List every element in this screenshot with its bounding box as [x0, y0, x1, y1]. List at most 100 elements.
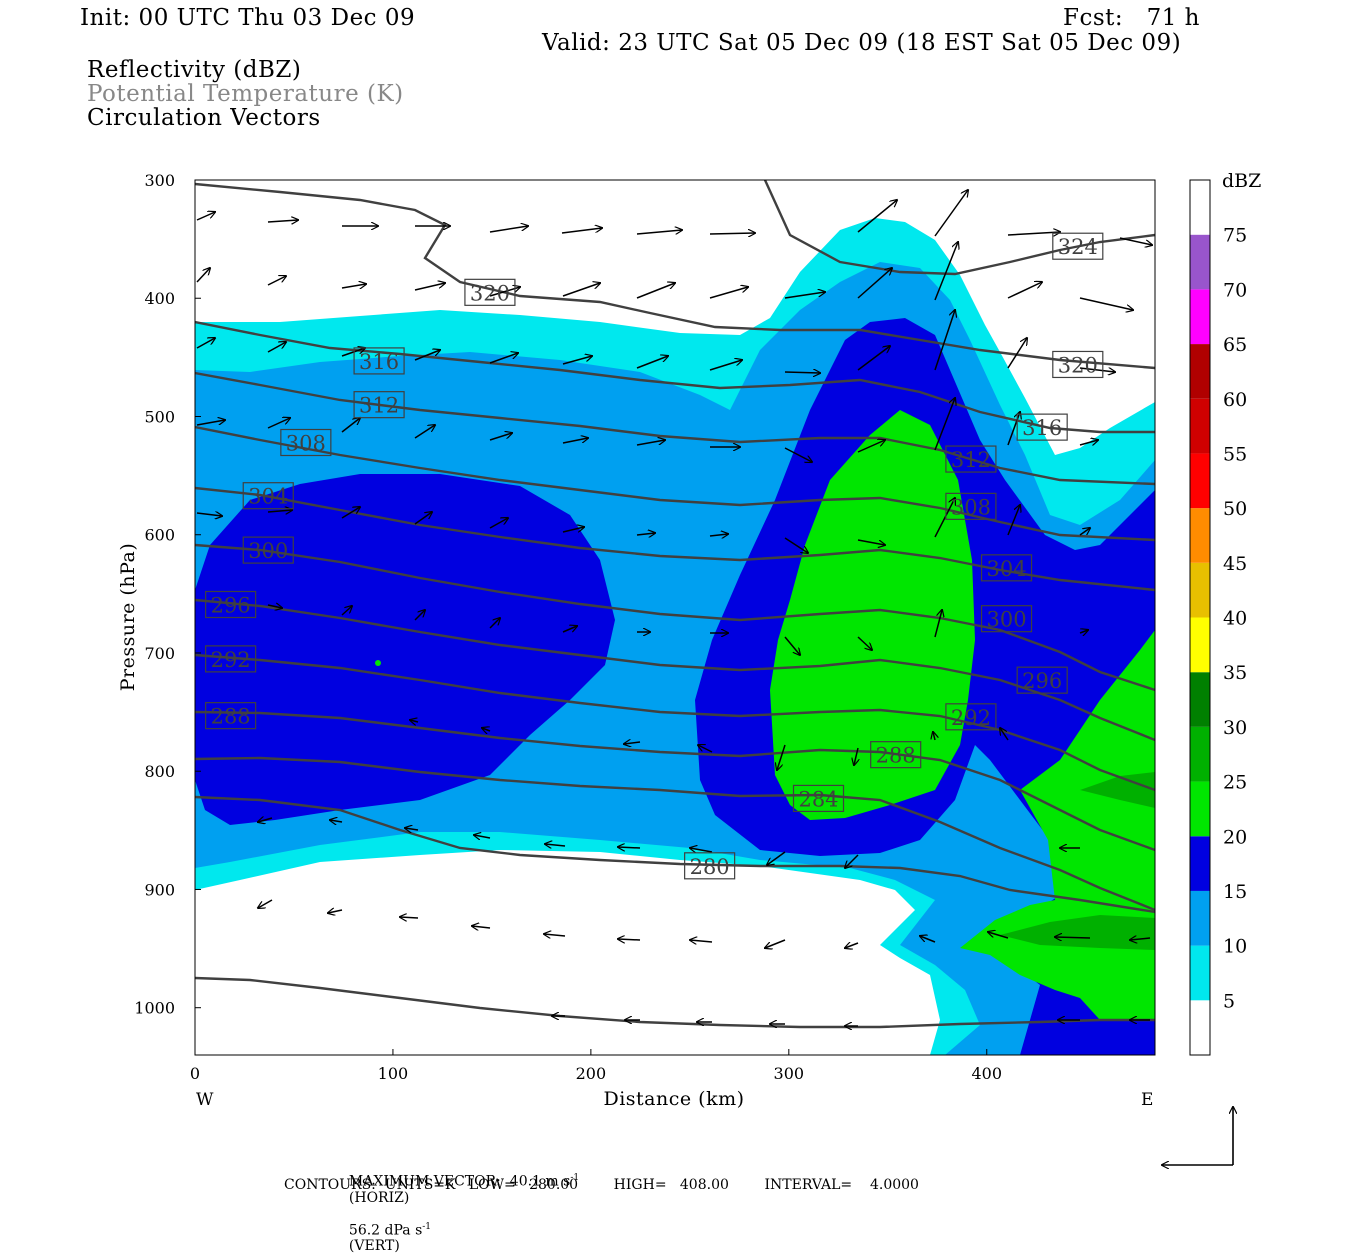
- vector-arrow: [414, 350, 440, 361]
- vector-arrow: [1007, 338, 1027, 369]
- theta-label-320: 320: [1052, 350, 1104, 379]
- vector-arrow: [341, 284, 366, 288]
- y-tick-label: 300: [144, 171, 175, 190]
- max-vector-unit-exp: -1: [570, 1173, 580, 1183]
- theta-label-308: 308: [280, 428, 332, 457]
- y-tick-label: 500: [144, 407, 175, 426]
- colorbar-unit: dBZ: [1222, 170, 1261, 192]
- vector-arrow: [489, 518, 508, 529]
- x-tick-label: 300: [774, 1064, 805, 1083]
- vector-arrow: [1055, 937, 1091, 938]
- svg-text:288: 288: [211, 705, 251, 729]
- colorbar-swatch: [1190, 945, 1210, 1001]
- vector-arrow: [258, 818, 273, 822]
- vector-arrow: [784, 537, 808, 553]
- vector-arrow: [709, 287, 748, 299]
- vector-arrow: [562, 527, 584, 533]
- vector-arrow: [474, 835, 491, 838]
- svg-text:280: 280: [690, 855, 730, 879]
- west-label: W: [196, 1090, 214, 1110]
- theta-label-296: 296: [1016, 666, 1068, 694]
- vector-arrow: [1079, 528, 1090, 536]
- y-tick-label: 800: [144, 762, 175, 781]
- vector-arrow: [472, 926, 491, 928]
- y-tick-label: 900: [144, 880, 175, 899]
- colorbar-level-label: 35: [1223, 662, 1247, 684]
- svg-text:292: 292: [211, 648, 251, 672]
- vector-arrow: [845, 943, 859, 948]
- refl-green-core: [770, 410, 975, 820]
- svg-text:296: 296: [1022, 669, 1062, 693]
- reference-vector-icon: [1162, 1107, 1233, 1165]
- vector-arrow: [988, 932, 1009, 939]
- vector-arrow: [784, 292, 825, 299]
- vector-arrow: [857, 346, 890, 371]
- vector-arrow: [341, 606, 352, 616]
- vector-arrow: [1079, 368, 1115, 372]
- vector-arrow: [196, 420, 225, 426]
- vector-arrow: [544, 934, 566, 936]
- vector-arrow: [934, 242, 958, 301]
- vector-arrow: [410, 720, 419, 722]
- vector-arrow: [561, 228, 602, 234]
- svg-text:320: 320: [470, 281, 510, 305]
- vector-arrow: [636, 283, 675, 299]
- vector-arrow: [489, 353, 518, 364]
- theta-label-316: 316: [353, 347, 405, 375]
- vector-arrow: [934, 398, 955, 451]
- theta-surface-contour: [195, 976, 1155, 1029]
- footer-max-vector: MAXIMUM VECTOR: 40.1 m s-1 (HORIZ) 56.2 …: [340, 1157, 579, 1254]
- theta-328-contour: [763, 180, 1155, 276]
- vector-arrow: [845, 854, 859, 868]
- vector-arrow: [857, 200, 897, 233]
- y-tick-label: 600: [144, 526, 175, 545]
- vector-arrow: [267, 276, 286, 286]
- vector-arrow: [709, 233, 755, 234]
- vector-arrow: [777, 744, 786, 770]
- vector-arrow: [341, 507, 360, 519]
- y-tick-label: 700: [144, 644, 175, 663]
- vector-arrow: [562, 626, 577, 633]
- colorbar-level-label: 20: [1223, 826, 1247, 848]
- forecast-hour: Fcst: 71 h: [1063, 5, 1200, 31]
- svg-text:312: 312: [951, 448, 991, 472]
- vector-arrow: [636, 356, 668, 369]
- x-tick-label: 100: [378, 1064, 409, 1083]
- x-tick-label: 400: [971, 1064, 1002, 1083]
- vector-arrow: [414, 610, 425, 621]
- y-tick-label: 400: [144, 289, 175, 308]
- colorbar-swatch: [1190, 617, 1210, 673]
- vector-arrow: [933, 732, 935, 741]
- y-tick-label: 1000: [134, 999, 175, 1018]
- cross-section-chart: 3243203203163163123123083083043043003002…: [117, 170, 1261, 1200]
- vector-arrow: [618, 847, 641, 848]
- theta-label-280: 280: [684, 852, 736, 880]
- vector-arrow: [784, 447, 812, 462]
- vector-arrow: [709, 360, 742, 371]
- vector-arrow: [405, 828, 419, 830]
- colorbar-swatch: [1190, 562, 1210, 618]
- theta-label-300: 300: [242, 536, 294, 564]
- colorbar-swatch: [1190, 453, 1210, 509]
- vector-arrow: [636, 440, 665, 446]
- east-label: E: [1141, 1090, 1153, 1110]
- theta-label-288: 288: [205, 702, 257, 730]
- colorbar-level-label: 75: [1223, 225, 1247, 247]
- vector-arrow: [934, 498, 955, 538]
- vector-arrow: [854, 747, 858, 765]
- vector-arrow: [267, 605, 282, 608]
- theta-label-308: 308: [945, 492, 997, 520]
- colorbar-swatch: [1190, 726, 1210, 782]
- x-tick-label: 200: [576, 1064, 607, 1083]
- vector-arrow: [857, 440, 885, 453]
- vector-arrow: [698, 745, 713, 753]
- colorbar-swatch: [1190, 234, 1210, 290]
- vector-arrow: [1130, 938, 1151, 940]
- vector-arrow: [489, 226, 528, 233]
- max-vector-text: MAXIMUM VECTOR: 40.1 m s: [348, 1173, 571, 1190]
- svg-text:324: 324: [1058, 235, 1098, 259]
- theta-284-contour: [195, 756, 1155, 912]
- vector-arrow: [267, 342, 286, 353]
- colorbar-level-label: 70: [1223, 279, 1247, 301]
- colorbar-swatch: [1190, 1000, 1210, 1055]
